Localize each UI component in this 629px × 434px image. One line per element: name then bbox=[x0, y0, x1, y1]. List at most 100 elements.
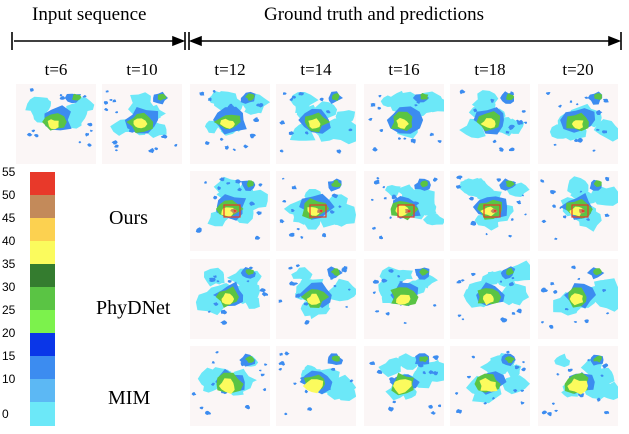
echo-blob bbox=[104, 108, 109, 112]
echo-blob bbox=[437, 140, 442, 144]
echo-blob bbox=[331, 180, 342, 188]
radar-frame bbox=[538, 259, 618, 339]
echo-blob bbox=[282, 92, 287, 95]
row-label-phydnet: PhyDNet bbox=[96, 297, 171, 319]
echo-blob bbox=[396, 294, 411, 305]
radar-frame bbox=[538, 171, 618, 251]
echo-blob bbox=[562, 215, 567, 219]
radar-echo-image bbox=[368, 90, 444, 152]
echo-blob bbox=[511, 276, 515, 280]
echo-blob bbox=[300, 277, 317, 294]
echo-blob bbox=[232, 148, 236, 151]
echo-blob bbox=[492, 139, 497, 144]
echo-blob bbox=[112, 99, 117, 103]
echo-blob bbox=[148, 148, 155, 154]
echo-blob bbox=[385, 311, 390, 316]
radar-echo-image bbox=[372, 266, 438, 324]
echo-blob bbox=[329, 210, 335, 214]
echo-blob bbox=[433, 371, 439, 376]
echo-blob bbox=[549, 324, 554, 329]
echo-blob bbox=[593, 119, 618, 142]
colorbar-segment bbox=[30, 195, 55, 219]
echo-blob bbox=[558, 104, 562, 108]
echo-blob bbox=[211, 361, 215, 364]
echo-blob bbox=[278, 361, 285, 366]
echo-blob bbox=[457, 280, 462, 284]
echo-blob bbox=[419, 268, 430, 276]
echo-blob bbox=[216, 280, 220, 283]
echo-blob bbox=[506, 93, 515, 101]
echo-blob bbox=[249, 201, 255, 206]
echo-blob bbox=[379, 129, 384, 132]
timestep-label: t=18 bbox=[474, 60, 506, 79]
echo-blob bbox=[385, 185, 401, 197]
echo-blob bbox=[233, 209, 237, 213]
input-sequence-label: Input sequence bbox=[32, 4, 147, 25]
echo-blob bbox=[602, 289, 607, 293]
echo-blob bbox=[433, 304, 437, 307]
radar-frame bbox=[190, 171, 270, 251]
echo-blob bbox=[253, 117, 259, 122]
echo-blob bbox=[584, 319, 589, 324]
radar-frame bbox=[538, 346, 618, 426]
echo-blob bbox=[226, 182, 231, 185]
echo-blob bbox=[235, 179, 242, 184]
echo-blob bbox=[331, 193, 338, 199]
echo-blob bbox=[471, 272, 476, 277]
echo-blob bbox=[204, 181, 207, 184]
echo-blob bbox=[504, 356, 516, 363]
echo-blob bbox=[31, 129, 36, 133]
echo-blob bbox=[471, 355, 475, 359]
echo-blob bbox=[372, 147, 378, 152]
radar-frame bbox=[364, 259, 444, 339]
echo-blob bbox=[281, 177, 285, 180]
colorbar-segment bbox=[30, 287, 55, 311]
gt-arrow-head-right bbox=[608, 35, 622, 47]
echo-blob bbox=[294, 282, 299, 285]
echo-blob bbox=[291, 95, 297, 99]
radar-frame bbox=[190, 346, 270, 426]
radar-echo-image bbox=[370, 177, 444, 240]
echo-blob bbox=[376, 369, 383, 374]
echo-blob bbox=[227, 280, 232, 283]
echo-blob bbox=[601, 130, 608, 134]
radar-echo-image bbox=[540, 176, 618, 240]
echo-blob bbox=[278, 367, 282, 371]
echo-blob bbox=[468, 196, 474, 201]
radar-frame bbox=[102, 84, 182, 164]
echo-blob bbox=[279, 149, 284, 153]
echo-blob bbox=[492, 397, 495, 400]
echo-blob bbox=[256, 211, 262, 216]
radar-frame bbox=[364, 84, 444, 164]
echo-blob bbox=[174, 143, 178, 147]
echo-blob bbox=[396, 117, 409, 129]
echo-blob bbox=[207, 310, 211, 313]
colorbar-segment bbox=[30, 356, 55, 380]
echo-blob bbox=[460, 279, 465, 282]
echo-blob bbox=[424, 97, 444, 113]
echo-blob bbox=[423, 212, 444, 226]
echo-blob bbox=[374, 310, 380, 313]
echo-blob bbox=[368, 117, 373, 121]
echo-blob bbox=[604, 213, 610, 217]
echo-blob bbox=[379, 235, 383, 240]
radar-frame bbox=[16, 84, 96, 164]
echo-blob bbox=[115, 149, 119, 152]
echo-blob bbox=[87, 122, 93, 127]
echo-blob bbox=[210, 382, 215, 386]
echo-blob bbox=[288, 131, 295, 136]
radar-frame bbox=[364, 346, 444, 426]
echo-blob bbox=[221, 293, 235, 305]
echo-blob bbox=[219, 137, 224, 141]
echo-blob bbox=[291, 185, 297, 190]
echo-blob bbox=[264, 363, 268, 366]
echo-blob bbox=[596, 397, 601, 402]
echo-blob bbox=[213, 195, 218, 200]
echo-blob bbox=[370, 103, 376, 107]
colorbar-tick-label: 25 bbox=[2, 303, 16, 317]
echo-blob bbox=[215, 351, 219, 354]
echo-blob bbox=[336, 149, 342, 154]
echo-blob bbox=[307, 407, 313, 411]
colorbar-segment bbox=[30, 402, 55, 426]
echo-blob bbox=[388, 269, 394, 273]
